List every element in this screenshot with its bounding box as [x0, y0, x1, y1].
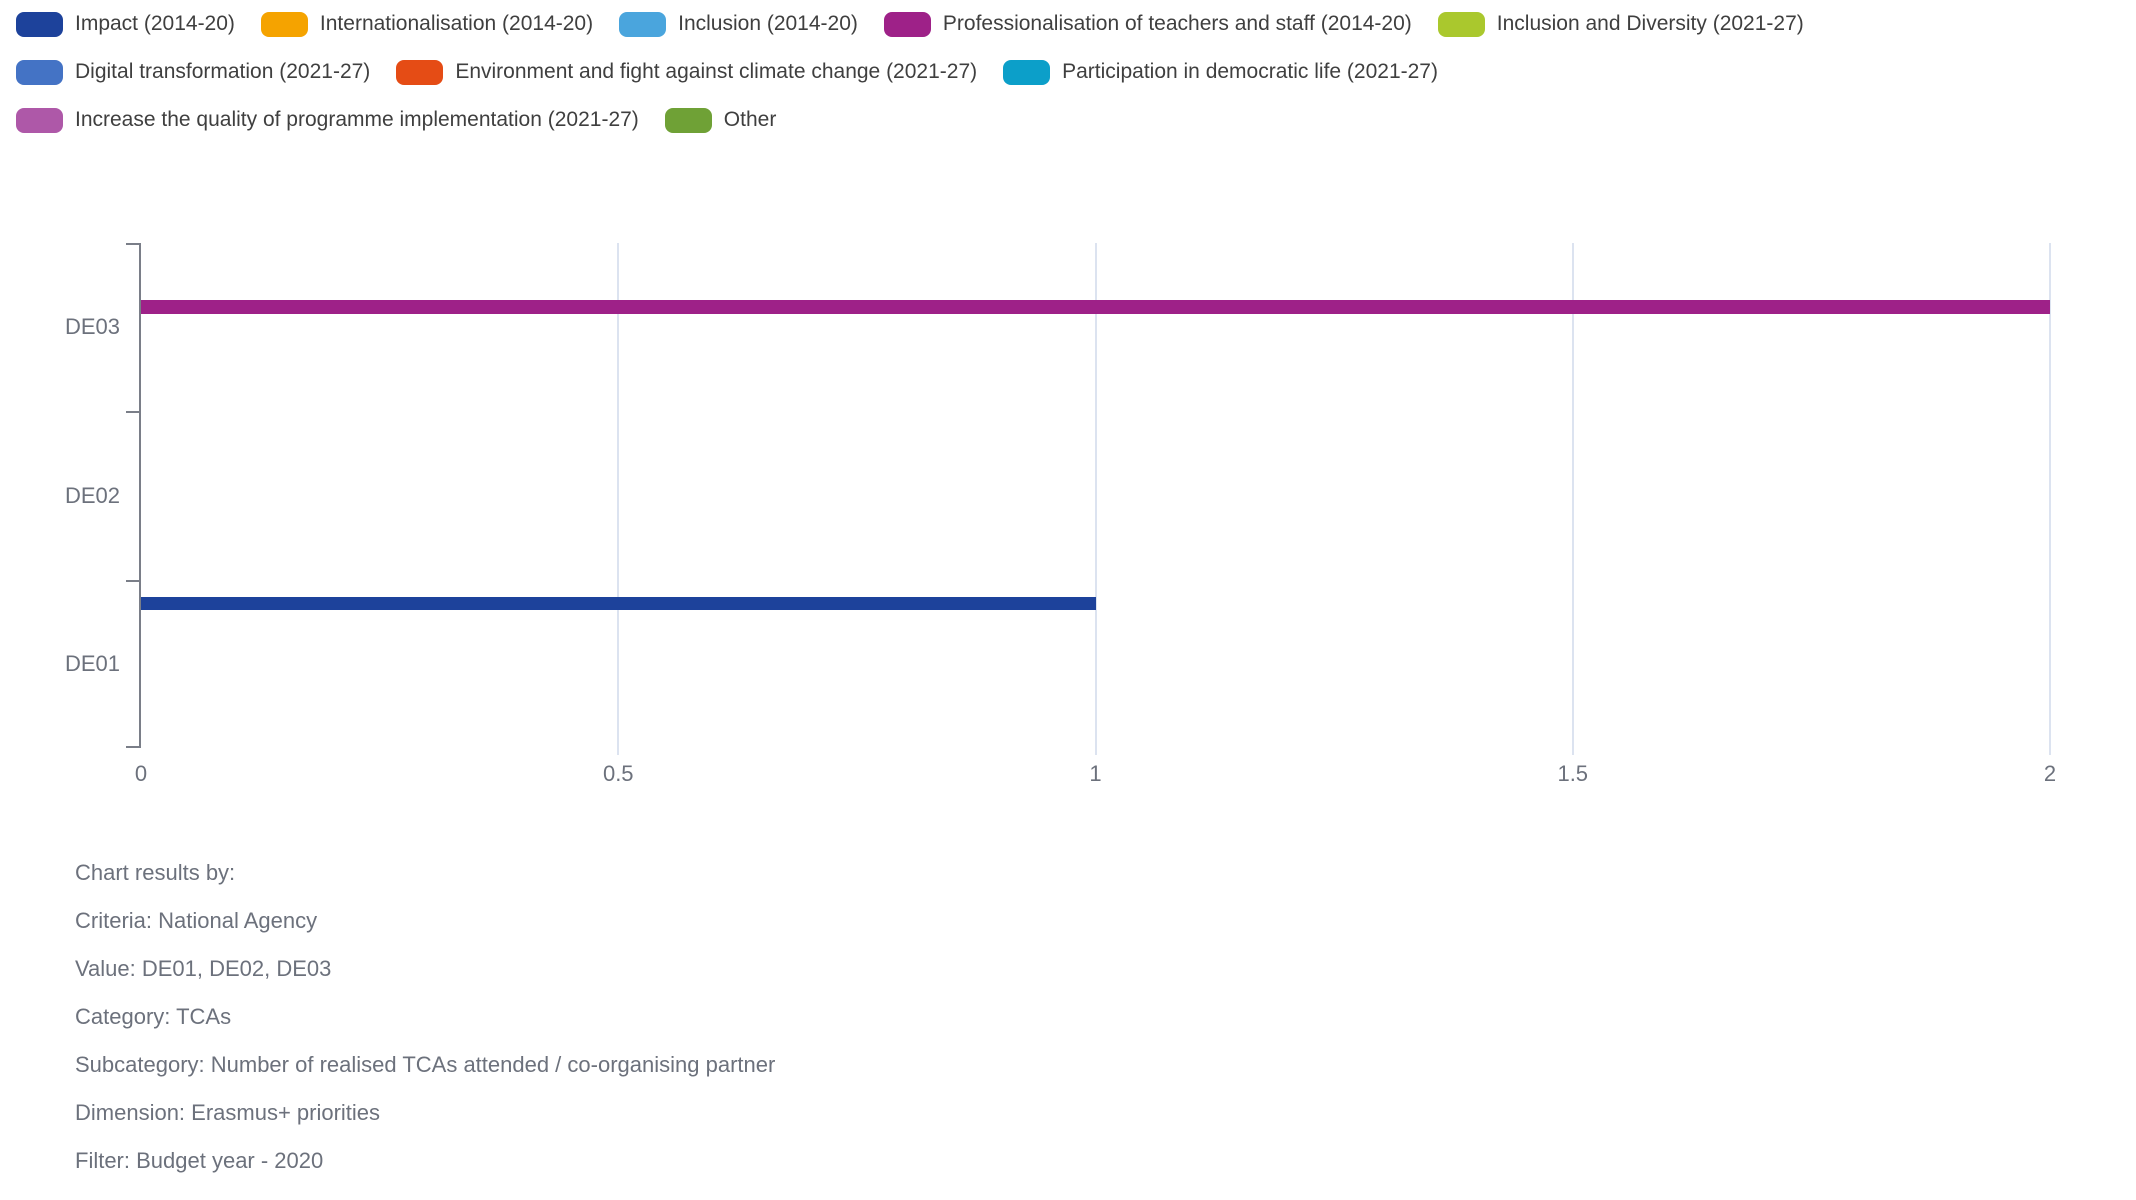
- x-axis-label-1: 1: [1089, 761, 1102, 786]
- y-axis-tick: [126, 411, 140, 414]
- y-axis-tick: [126, 243, 140, 245]
- gridline-x-0.5: [617, 243, 620, 755]
- legend-row-2: Digital transformation (2021-27) Environm…: [16, 48, 1830, 96]
- y-axis-line: [139, 243, 141, 748]
- legend-color-swatch-icon: [1003, 59, 1051, 85]
- legend-item[interactable]: Participation in democratic life (2021-2…: [1003, 59, 1438, 85]
- legend-item-label: Professionalisation of teachers and staf…: [942, 12, 1412, 35]
- legend-color-swatch-icon: [1437, 11, 1485, 37]
- legend-color-swatch-icon: [883, 11, 931, 37]
- legend-item[interactable]: Impact (2014-20): [16, 11, 235, 37]
- legend-item[interactable]: Internationalisation (2014-20): [260, 11, 594, 37]
- legend-item-label: Other: [723, 108, 777, 131]
- legend-color-swatch-icon: [664, 107, 712, 133]
- legend-item[interactable]: Other: [664, 107, 777, 133]
- legend-item[interactable]: Environment and fight against climate ch…: [396, 59, 978, 85]
- footer-line-criteria: Criteria: National Agency: [75, 908, 318, 933]
- legend-item-label: Increase the quality of programme implem…: [75, 108, 639, 131]
- x-axis-label-1.5: 1.5: [1557, 761, 1589, 786]
- y-axis-label-de02: DE02: [64, 482, 120, 508]
- y-axis-tick: [126, 746, 140, 748]
- legend-row-3: Increase the quality of programme implem…: [16, 96, 1830, 144]
- chart-legend: Impact (2014-20) Internationalisation (20…: [16, 0, 1830, 144]
- legend-item-label: Participation in democratic life (2021-2…: [1062, 60, 1438, 83]
- y-axis-label-de03: DE03: [64, 314, 120, 340]
- legend-item-label: Impact (2014-20): [75, 12, 235, 35]
- legend-item-label: Inclusion (2014-20): [678, 12, 858, 35]
- legend-item[interactable]: Inclusion and Diversity (2021-27): [1437, 11, 1804, 37]
- footer-line-filter: Filter: Budget year - 2020: [75, 1148, 324, 1173]
- gridline-x-2: [2049, 243, 2051, 755]
- legend-color-swatch-icon: [16, 11, 63, 37]
- gridline-x-1: [1094, 243, 1097, 755]
- y-axis-label-de01: DE01: [64, 650, 120, 676]
- legend-row-1: Impact (2014-20) Internationalisation (20…: [16, 0, 1830, 48]
- legend-item-label: Digital transformation (2021-27): [75, 60, 371, 83]
- x-axis-label-0.5: 0.5: [602, 761, 634, 786]
- legend-color-swatch-icon: [260, 11, 308, 37]
- legend-item[interactable]: Professionalisation of teachers and staf…: [883, 11, 1412, 37]
- x-axis-label-2: 2: [2043, 761, 2057, 786]
- legend-item-label: Inclusion and Diversity (2021-27): [1496, 12, 1804, 35]
- x-axis-label-0: 0: [134, 761, 148, 786]
- footer-line-chart-results-by: Chart results by:: [75, 860, 236, 885]
- footer-line-value: Value: DE01, DE02, DE03: [75, 956, 332, 981]
- legend-item[interactable]: Increase the quality of programme implem…: [16, 107, 639, 133]
- footer-line-dimension: Dimension: Erasmus+ priorities: [75, 1100, 381, 1125]
- legend-item[interactable]: Digital transformation (2021-27): [16, 59, 371, 85]
- legend-item[interactable]: Inclusion (2014-20): [619, 11, 858, 37]
- chart-footer: Chart results by: Criteria: National Age…: [75, 849, 775, 1185]
- bar-de03[interactable]: [141, 300, 2050, 314]
- bar-chart: DE03 DE02 DE01 0 0.5 1 1.5 2: [64, 243, 2057, 786]
- legend-color-swatch-icon: [16, 107, 63, 133]
- footer-line-category: Category: TCAs: [75, 1004, 232, 1029]
- legend-color-swatch-icon: [396, 59, 444, 85]
- legend-color-swatch-icon: [619, 11, 667, 37]
- legend-item-label: Environment and fight against climate ch…: [455, 60, 978, 83]
- footer-line-subcategory: Subcategory: Number of realised TCAs att…: [75, 1052, 776, 1077]
- legend-color-swatch-icon: [16, 59, 63, 85]
- legend-item-label: Internationalisation (2014-20): [319, 12, 594, 35]
- y-axis-tick: [126, 579, 140, 582]
- gridline-x-1.5: [1571, 243, 1574, 755]
- bar-de01[interactable]: [141, 596, 1096, 610]
